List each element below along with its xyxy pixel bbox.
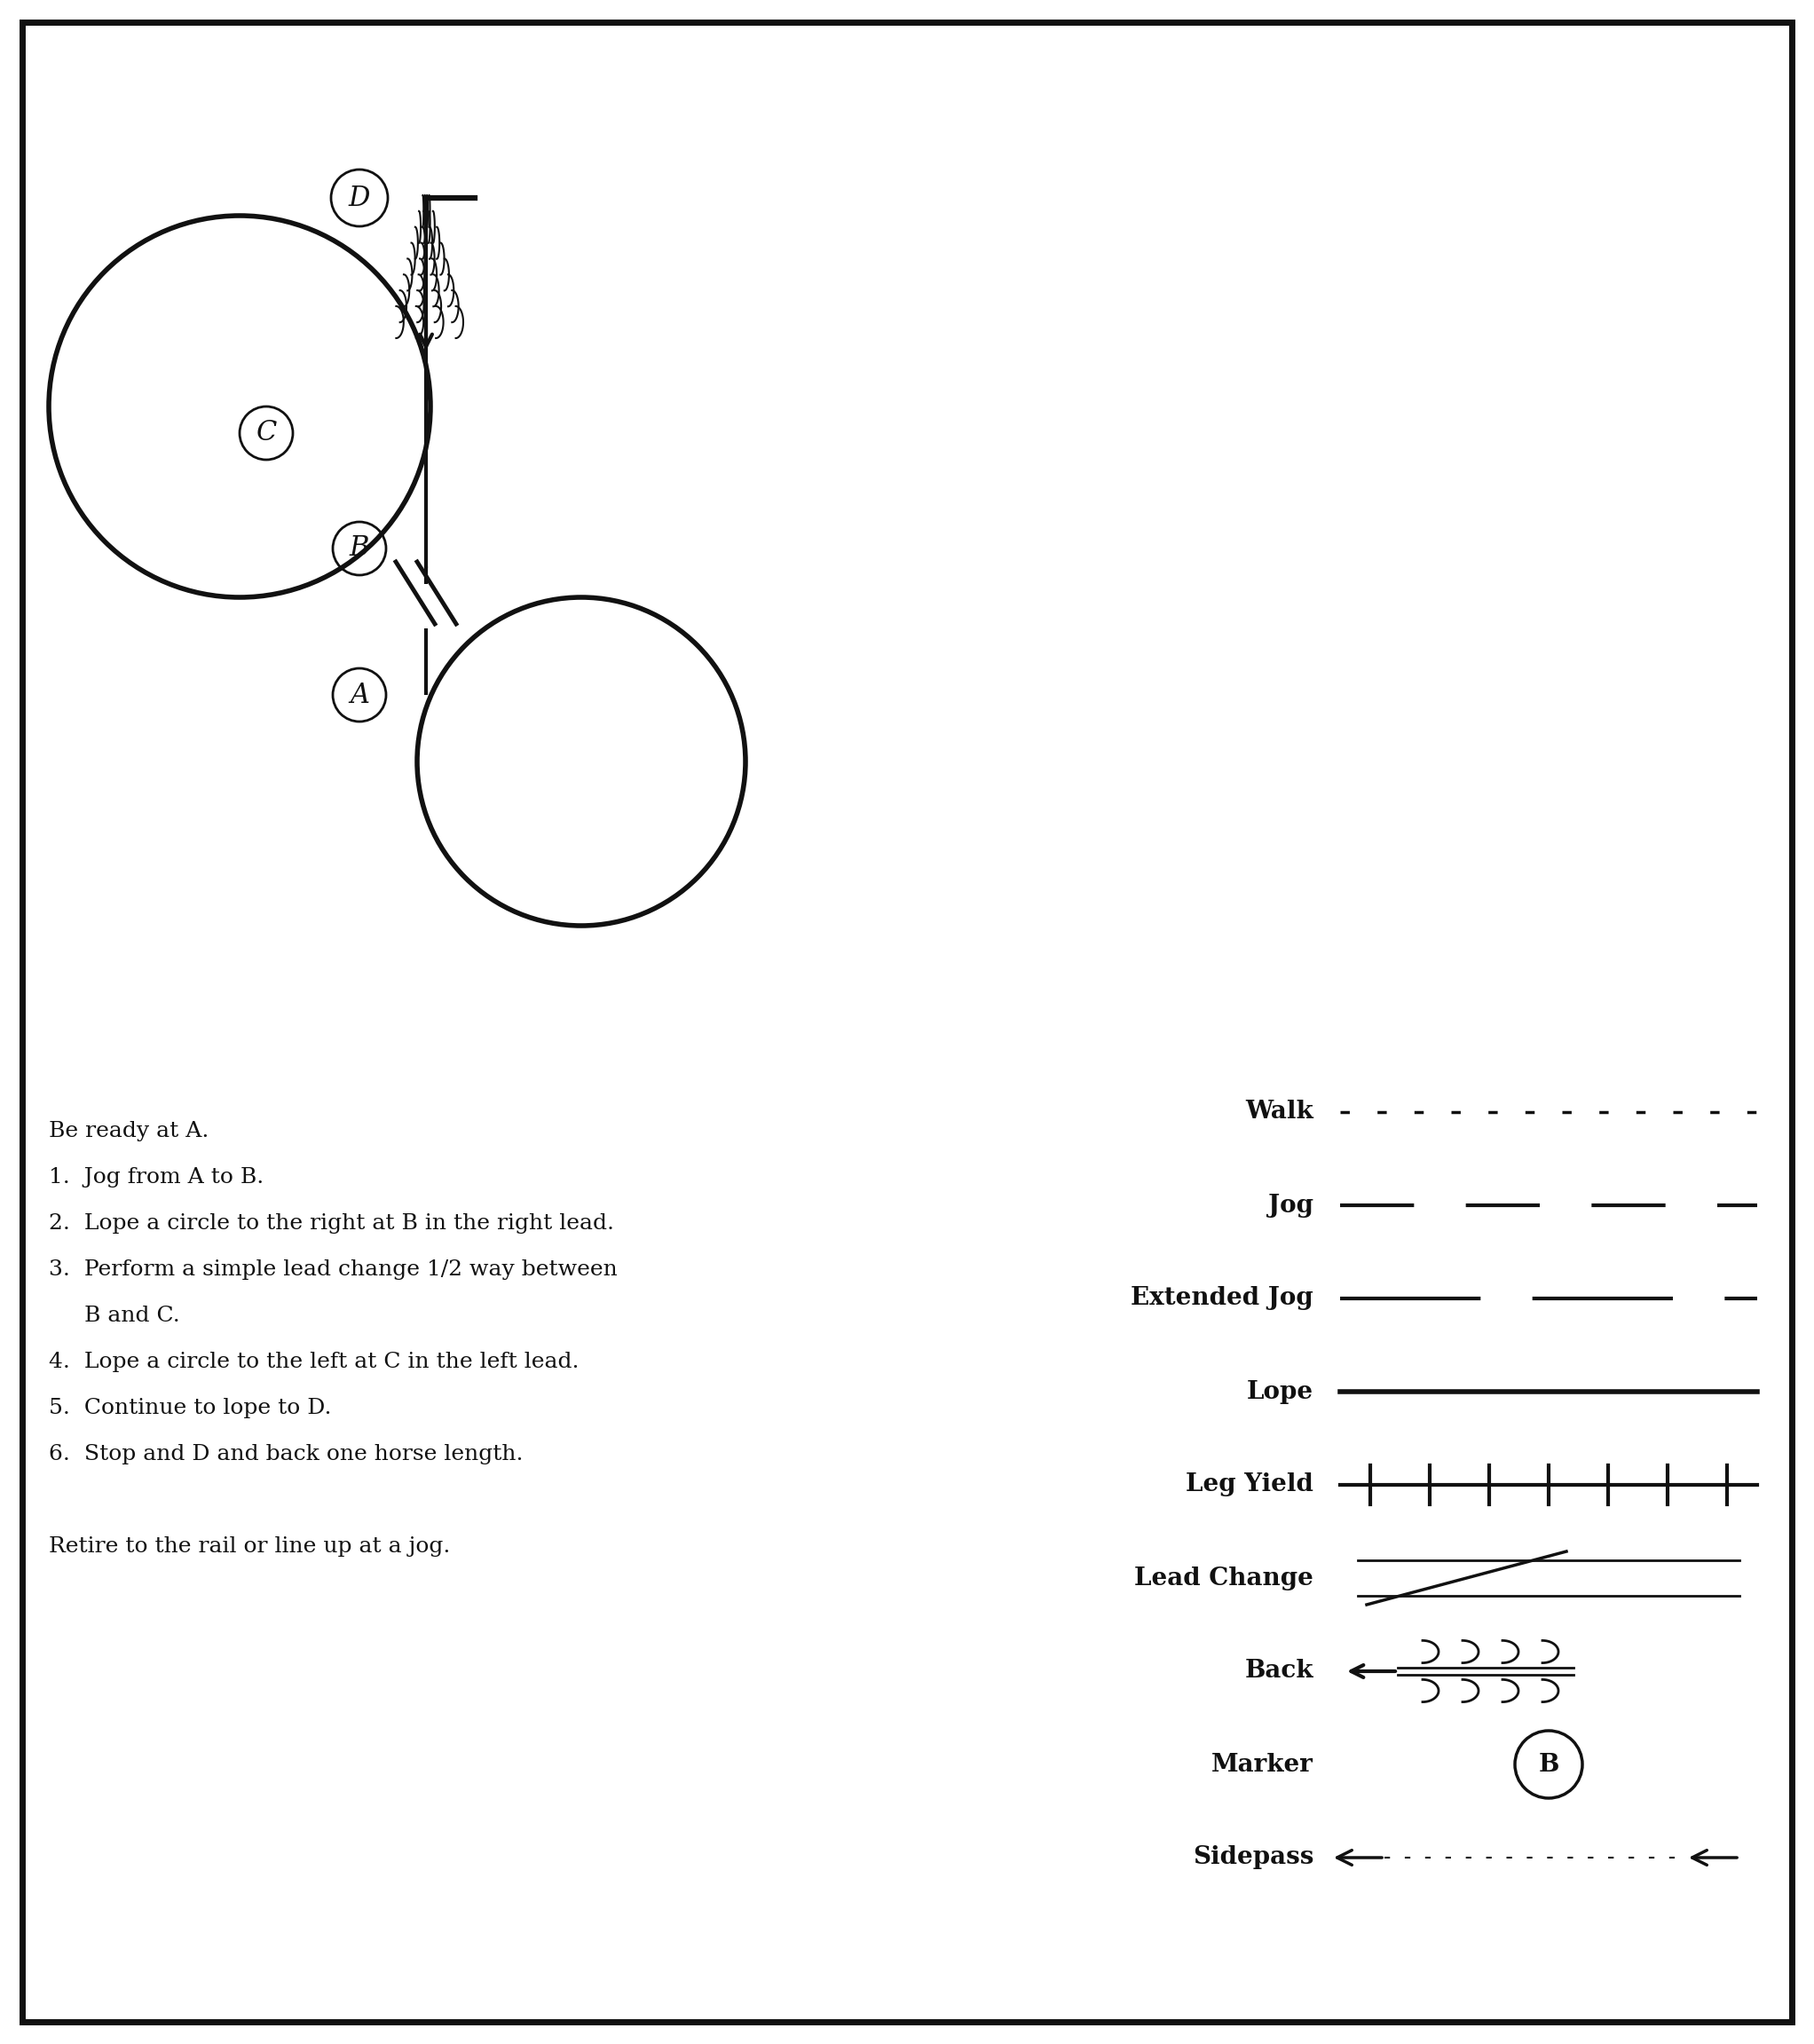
Text: 6.  Stop and D and back one horse length.: 6. Stop and D and back one horse length. [49, 1443, 522, 1464]
Text: 1.  Jog from A to B.: 1. Jog from A to B. [49, 1167, 263, 1188]
Text: Walk: Walk [1246, 1100, 1313, 1124]
Text: Lope: Lope [1246, 1380, 1313, 1404]
Text: Marker: Marker [1212, 1752, 1313, 1776]
Text: C: C [256, 419, 276, 448]
Text: D: D [348, 184, 370, 213]
Text: 2.  Lope a circle to the right at B in the right lead.: 2. Lope a circle to the right at B in th… [49, 1214, 615, 1235]
Text: 4.  Lope a circle to the left at C in the left lead.: 4. Lope a circle to the left at C in the… [49, 1351, 579, 1372]
Text: B: B [1538, 1752, 1558, 1776]
Text: B and C.: B and C. [49, 1306, 180, 1327]
Text: Jog: Jog [1268, 1194, 1313, 1218]
Text: Lead Change: Lead Change [1134, 1566, 1313, 1590]
Text: 3.  Perform a simple lead change 1/2 way between: 3. Perform a simple lead change 1/2 way … [49, 1259, 617, 1280]
Text: A: A [350, 681, 370, 709]
Text: Be ready at A.: Be ready at A. [49, 1120, 209, 1141]
Text: B: B [350, 536, 370, 562]
Text: Retire to the rail or line up at a jog.: Retire to the rail or line up at a jog. [49, 1537, 450, 1558]
Text: 5.  Continue to lope to D.: 5. Continue to lope to D. [49, 1398, 332, 1419]
Text: Sidepass: Sidepass [1192, 1846, 1313, 1870]
Text: Leg Yield: Leg Yield [1186, 1474, 1313, 1496]
Text: Extended Jog: Extended Jog [1130, 1286, 1313, 1310]
Text: Back: Back [1244, 1660, 1313, 1682]
